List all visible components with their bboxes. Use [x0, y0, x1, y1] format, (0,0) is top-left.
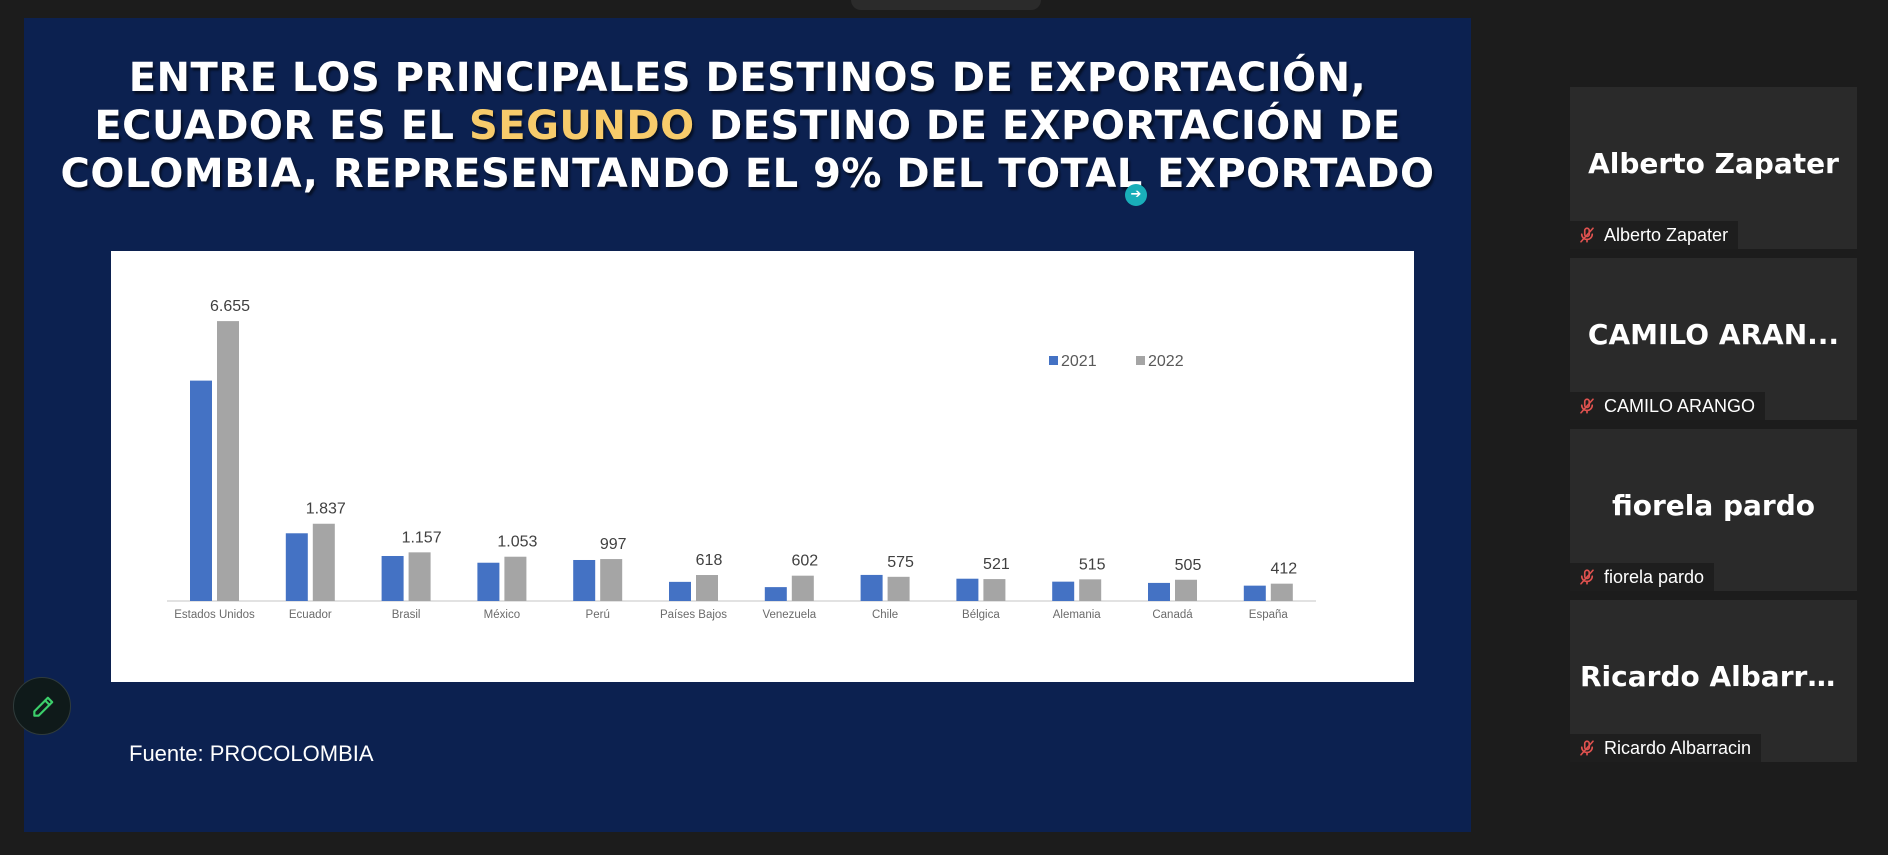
bar-2021-8 [956, 578, 979, 601]
legend-swatch-2021 [1049, 356, 1058, 365]
participant-tile[interactable]: Alberto Zapater Alberto Zapater [1570, 87, 1857, 249]
data-label-4: 997 [600, 536, 627, 553]
tick-label-6: Venezuela [762, 609, 816, 621]
title-highlight: SEGUNDO [468, 103, 695, 149]
data-label-2: 1.157 [402, 529, 442, 546]
mic-off-icon [1580, 740, 1594, 756]
bar-2021-5 [669, 581, 691, 601]
bar-2021-7 [860, 574, 883, 601]
data-label-1: 1.837 [306, 501, 346, 518]
mic-off-icon [1580, 569, 1594, 585]
chart-canvas: 6.655 Estados Unidos 1.837 Ecuador 1.157 Bras… [167, 298, 1316, 621]
shared-slide: ENTRE LOS PRINCIPALES DESTINOS DE EXPORT… [24, 18, 1471, 832]
source-text: Fuente: PROCOLOMBIA [129, 741, 374, 766]
tick-label-10: Canadá [1152, 609, 1193, 621]
title-line-2: ECUADOR ES EL SEGUNDO DESTINO DE EXPORTA… [24, 102, 1471, 150]
title-line-1: ENTRE LOS PRINCIPALES DESTINOS DE EXPORT… [128, 55, 1367, 101]
participant-display-name: CAMILO ARAN... [1587, 318, 1840, 351]
data-label-10: 505 [1175, 557, 1202, 574]
tick-label-8: Bélgica [962, 609, 1000, 621]
data-label-5: 618 [696, 552, 723, 569]
participant-tile[interactable]: fiorela pardo fiorela pardo [1570, 429, 1857, 591]
data-label-9: 515 [1079, 556, 1106, 573]
bar-2022-3 [504, 556, 527, 601]
bar-2021-9 [1052, 581, 1075, 601]
bar-2022-0 [217, 321, 239, 601]
legend-label-2021: 2021 [1061, 353, 1097, 370]
title-line-2-start: ECUADOR ES EL [94, 103, 469, 149]
data-label-11: 412 [1270, 561, 1297, 578]
tick-label-0: Estados Unidos [174, 609, 255, 621]
bar-2021-2 [381, 555, 404, 601]
data-label-0: 6.655 [210, 298, 250, 315]
bar-2021-0 [190, 380, 212, 601]
mic-off-icon [1580, 227, 1594, 243]
bar-2022-10 [1175, 579, 1197, 601]
participant-label-text: CAMILO ARANGO [1604, 396, 1756, 416]
bar-2021-11 [1243, 585, 1266, 601]
bar-2021-6 [764, 587, 787, 601]
bar-chart: 6.655 Estados Unidos 1.837 Ecuador 1.157 Bras… [111, 251, 1414, 682]
participant-label: fiorela pardo [1570, 563, 1715, 591]
bar-2022-1 [312, 523, 335, 601]
participant-label-text: Ricardo Albarracin [1604, 738, 1752, 758]
bar-2022-6 [791, 575, 814, 601]
pencil-icon [33, 696, 54, 717]
bar-2022-8 [983, 579, 1006, 601]
bar-2022-5 [696, 575, 718, 601]
title-line-2-end: DESTINO DE EXPORTACIÓN DE [694, 103, 1401, 149]
bar-2021-10 [1148, 582, 1170, 601]
participant-label: Ricardo Albarracin [1570, 734, 1762, 762]
cursor-pointer-icon: ➔ [1125, 184, 1147, 206]
participant-label-text: fiorela pardo [1604, 567, 1705, 587]
tick-label-4: Perú [586, 609, 610, 621]
data-label-3: 1.053 [497, 534, 537, 551]
legend-swatch-2022 [1136, 356, 1145, 365]
tick-label-3: México [484, 609, 520, 621]
bar-2021-4 [573, 559, 596, 601]
bar-2022-7 [887, 576, 910, 601]
bar-2021-1 [285, 533, 308, 601]
data-label-7: 575 [887, 554, 914, 571]
bar-2022-9 [1079, 579, 1102, 601]
tick-label-9: Alemania [1053, 609, 1102, 621]
mic-off-icon [1580, 398, 1594, 414]
data-label-6: 602 [791, 553, 818, 570]
legend-label-2022: 2022 [1148, 353, 1184, 370]
bar-2022-11 [1270, 583, 1293, 601]
participant-display-name: Alberto Zapater [1588, 147, 1839, 180]
tick-label-2: Brasil [392, 609, 421, 621]
bar-2022-2 [408, 552, 431, 601]
participant-label-text: Alberto Zapater [1604, 225, 1729, 245]
participant-label: CAMILO ARANGO [1570, 392, 1766, 420]
bar-2021-3 [477, 562, 500, 601]
data-label-8: 521 [983, 556, 1010, 573]
tick-label-5: Países Bajos [660, 609, 727, 621]
title-line-3: COLOMBIA, REPRESENTANDO EL 9% DEL TOTAL … [60, 151, 1435, 197]
top-handle[interactable] [851, 0, 1041, 10]
participant-display-name: fiorela pardo [1611, 489, 1816, 522]
tick-label-7: Chile [872, 609, 898, 621]
participant-label: Alberto Zapater [1570, 221, 1739, 249]
tick-label-11: España [1249, 609, 1289, 621]
slide-title: ENTRE LOS PRINCIPALES DESTINOS DE EXPORT… [24, 54, 1471, 198]
participant-tile[interactable]: CAMILO ARAN... CAMILO ARANGO [1570, 258, 1857, 420]
annotate-button[interactable] [13, 677, 71, 735]
tick-label-1: Ecuador [289, 609, 332, 621]
participant-tile[interactable]: Ricardo Albarra... Ricardo Albarracin [1570, 600, 1857, 762]
bar-2022-4 [600, 559, 623, 601]
participant-display-name: Ricardo Albarra... [1580, 660, 1857, 693]
